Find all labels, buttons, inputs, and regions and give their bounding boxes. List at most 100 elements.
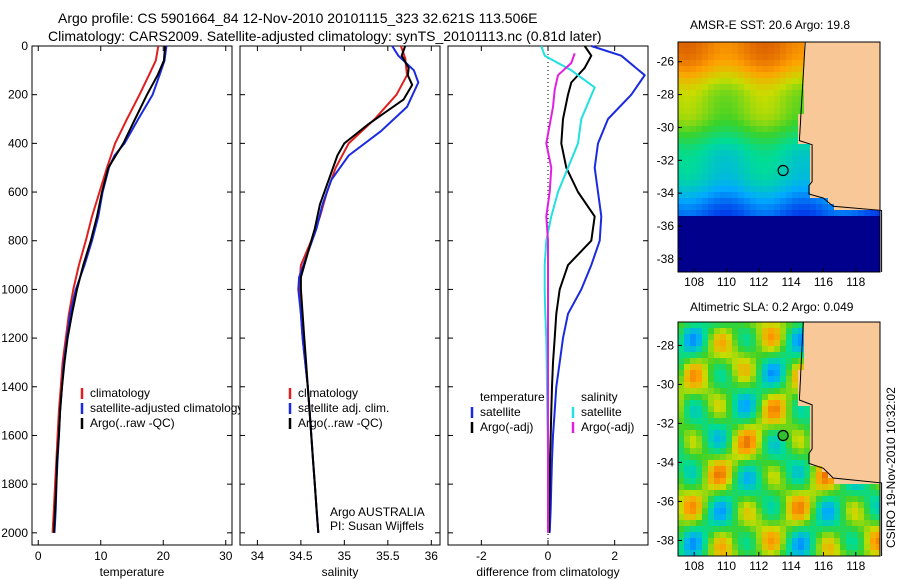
land-cell: [804, 54, 810, 60]
map-cell: [750, 138, 756, 144]
land-cell: [828, 430, 834, 436]
map-cell: [744, 466, 750, 472]
map-cell: [798, 60, 804, 66]
map-cell: [768, 96, 774, 102]
map-cell: [702, 358, 708, 364]
land-cell: [816, 346, 822, 352]
map-cell: [684, 496, 690, 502]
map-cell: [762, 108, 768, 114]
map-cell: [720, 484, 726, 490]
map-cell: [786, 96, 792, 102]
map-cell: [744, 544, 750, 550]
map-cell: [738, 174, 744, 180]
map-cell: [750, 406, 756, 412]
land-cell: [870, 328, 876, 334]
land-cell: [822, 102, 828, 108]
map-cell: [822, 228, 828, 234]
map-cell: [852, 550, 858, 556]
land-cell: [846, 102, 852, 108]
map-cell: [732, 144, 738, 150]
map-cell: [762, 520, 768, 526]
land-cell: [858, 198, 864, 204]
map-cell: [726, 388, 732, 394]
map-cell: [768, 460, 774, 466]
land-cell: [828, 198, 834, 204]
map-cell: [744, 78, 750, 84]
map-cell: [684, 352, 690, 358]
land-cell: [840, 90, 846, 96]
map-cell: [792, 418, 798, 424]
map-cell: [708, 90, 714, 96]
map-cell: [792, 346, 798, 352]
map-cell: [774, 168, 780, 174]
land-cell: [852, 108, 858, 114]
land-cell: [822, 42, 828, 48]
map-cell: [870, 228, 876, 234]
map-cell: [708, 442, 714, 448]
land-cell: [870, 382, 876, 388]
map-cell: [768, 144, 774, 150]
map-cell: [750, 460, 756, 466]
land-cell: [810, 72, 816, 78]
map-cell: [828, 210, 834, 216]
land-cell: [876, 418, 880, 424]
land-cell: [858, 442, 864, 448]
map-cell: [678, 222, 684, 228]
map-cell: [774, 472, 780, 478]
map-cell: [678, 60, 684, 66]
map-cell: [702, 484, 708, 490]
map-cell: [792, 520, 798, 526]
map-cell: [684, 192, 690, 198]
land-cell: [798, 376, 804, 382]
map-cell: [690, 240, 696, 246]
map-cell: [846, 258, 852, 264]
map-cell: [768, 234, 774, 240]
land-cell: [816, 460, 822, 466]
land-cell: [828, 442, 834, 448]
land-cell: [870, 48, 876, 54]
map-cell: [696, 358, 702, 364]
map-cell: [870, 264, 876, 270]
map-cell: [792, 508, 798, 514]
land-cell: [822, 168, 828, 174]
map-cell: [696, 180, 702, 186]
map-cell: [738, 102, 744, 108]
map-cell: [702, 442, 708, 448]
map-cell: [762, 400, 768, 406]
map-cell: [798, 538, 804, 544]
map-cell: [810, 490, 816, 496]
land-cell: [834, 84, 840, 90]
map-cell: [762, 454, 768, 460]
map-cell: [726, 222, 732, 228]
map-cell: [786, 496, 792, 502]
map-cell: [840, 520, 846, 526]
map-cell: [768, 222, 774, 228]
map-cell: [708, 60, 714, 66]
land-cell: [834, 406, 840, 412]
map-cell: [696, 174, 702, 180]
map-cell: [780, 84, 786, 90]
map-cell: [858, 520, 864, 526]
map-cell: [732, 340, 738, 346]
map-cell: [714, 328, 720, 334]
map-cell: [720, 198, 726, 204]
map-cell: [768, 394, 774, 400]
land-cell: [858, 328, 864, 334]
land-cell: [834, 472, 840, 478]
land-cell: [846, 430, 852, 436]
land-cell: [876, 144, 880, 150]
land-cell: [798, 126, 804, 132]
map-cell: [792, 358, 798, 364]
map-cell: [696, 430, 702, 436]
land-cell: [810, 120, 816, 126]
land-cell: [876, 48, 880, 54]
map-cell: [756, 210, 762, 216]
map-cell: [768, 328, 774, 334]
map-cell: [810, 258, 816, 264]
map-cell: [774, 358, 780, 364]
land-cell: [834, 400, 840, 406]
map-cell: [858, 532, 864, 538]
land-cell: [822, 120, 828, 126]
land-cell: [834, 192, 840, 198]
land-cell: [870, 388, 876, 394]
